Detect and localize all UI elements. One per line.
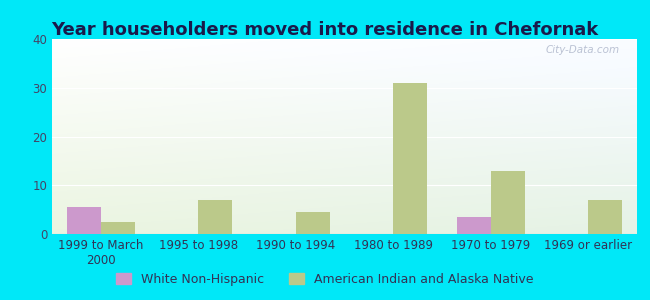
Bar bbox=[101, 222, 135, 234]
Bar bbox=[66, 207, 101, 234]
Legend: White Non-Hispanic, American Indian and Alaska Native: White Non-Hispanic, American Indian and … bbox=[111, 268, 539, 291]
Bar bbox=[491, 171, 525, 234]
Text: City-Data.com: City-Data.com bbox=[545, 45, 619, 55]
Bar bbox=[198, 200, 233, 234]
Bar bbox=[393, 83, 428, 234]
Text: Year householders moved into residence in Chefornak: Year householders moved into residence i… bbox=[51, 21, 599, 39]
Bar bbox=[296, 212, 330, 234]
Bar bbox=[457, 217, 491, 234]
Bar bbox=[588, 200, 623, 234]
